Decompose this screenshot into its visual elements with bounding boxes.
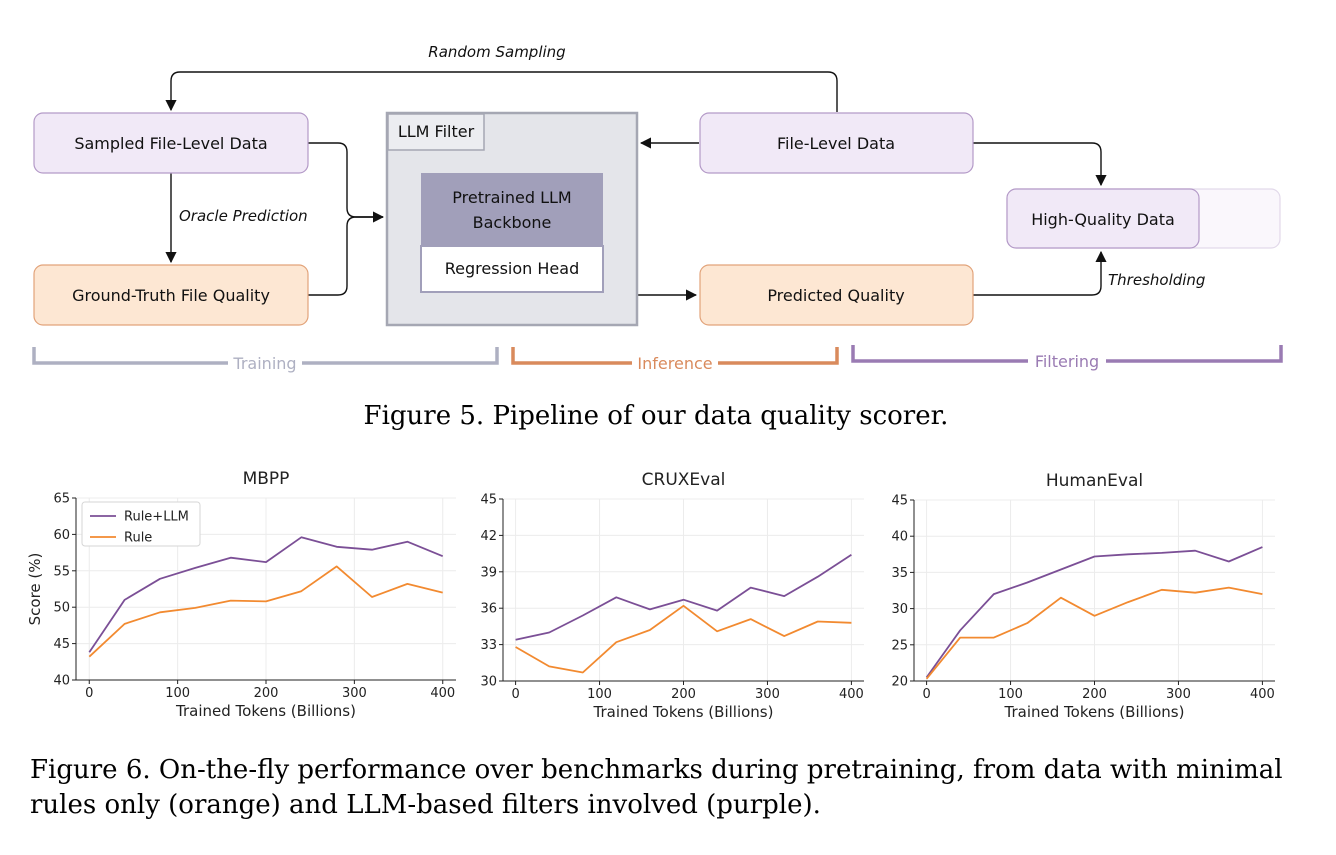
chart-mbpp: 0 100 200 300 400 40 45 50 55 60 65 MBPP Trained Tok…	[26, 469, 456, 720]
x-tick-label: 0	[85, 686, 93, 701]
x-tick-label: 300	[342, 686, 367, 701]
x-tick-label: 0	[922, 687, 930, 702]
x-tick-label: 100	[587, 687, 612, 702]
y-tick-label: 60	[53, 528, 70, 543]
series-line-0	[515, 554, 852, 641]
stage-training	[32, 347, 499, 365]
node-high-quality-label: High-Quality Data	[1031, 210, 1175, 229]
backbone-block	[421, 173, 603, 246]
y-tick-label: 33	[480, 638, 497, 653]
edge-groundtruth-to-filter	[308, 216, 383, 296]
node-ground-truth-label: Ground-Truth File Quality	[72, 286, 270, 305]
y-tick-label: 45	[480, 493, 497, 508]
series-line-0	[925, 546, 1263, 678]
label-random-sampling: Random Sampling	[428, 43, 565, 61]
node-sampled-file-level-data: Sampled File-Level Data	[33, 112, 309, 174]
x-tick-label: 0	[511, 687, 519, 702]
y-tick-label: 45	[53, 637, 70, 652]
series-line-1	[88, 565, 443, 658]
y-tick-label: 39	[480, 565, 497, 580]
x-tick-label: 300	[755, 687, 780, 702]
y-tick-label: 25	[891, 638, 908, 653]
node-high-quality-data: High-Quality Data	[1006, 188, 1281, 249]
diagram-edges	[165, 71, 1107, 301]
chart-title: CRUXEval	[642, 470, 726, 490]
figure-5-caption: Figure 5. Pipeline of our data quality s…	[364, 401, 949, 431]
stage-inference	[511, 347, 839, 365]
node-file-level-data: File-Level Data	[699, 112, 974, 174]
edge-sampled-to-filter	[308, 142, 385, 223]
node-predicted-label: Predicted Quality	[767, 286, 904, 305]
y-tick-label: 36	[480, 602, 497, 617]
y-tick-label: 35	[891, 566, 908, 581]
x-tick-label: 400	[839, 687, 864, 702]
x-tick-label: 100	[165, 686, 190, 701]
y-axis-title: Score (%)	[26, 553, 44, 626]
node-llm-filter: LLM Filter Pretrained LLM Backbone Regre…	[385, 111, 639, 327]
y-tick-label: 45	[891, 494, 908, 509]
stage-training-label: Training	[232, 354, 296, 373]
x-tick-label: 400	[1250, 687, 1275, 702]
x-tick-label: 200	[254, 686, 279, 701]
node-predicted-quality: Predicted Quality	[699, 264, 974, 326]
chart-title: MBPP	[243, 469, 290, 489]
series-line-1	[515, 604, 852, 674]
node-ground-truth-quality: Ground-Truth File Quality	[33, 264, 309, 326]
y-tick-label: 30	[480, 675, 497, 690]
y-tick-label: 55	[53, 564, 70, 579]
y-tick-label: 40	[891, 530, 908, 545]
series-line-0	[88, 536, 444, 653]
x-axis-title: Trained Tokens (Billions)	[175, 702, 356, 720]
figure-6-caption-line1: Figure 6. On-the-fly performance over be…	[30, 755, 1283, 785]
pipeline-diagram: Random Sampling Oracle Prediction Thresh…	[32, 43, 1283, 373]
edge-filedata-to-highquality	[973, 142, 1107, 187]
x-tick-label: 100	[998, 687, 1023, 702]
stage-inference-label: Inference	[637, 354, 712, 373]
legend-frame	[81, 501, 201, 547]
y-tick-label: 50	[53, 601, 70, 616]
node-file-level-label: File-Level Data	[777, 134, 895, 153]
backbone-label-line1: Pretrained LLM	[452, 188, 571, 207]
series-line-1	[925, 586, 1263, 680]
figure-6-caption-line2: rules only (orange) and LLM-based filter…	[30, 790, 821, 820]
x-tick-label: 200	[1082, 687, 1107, 702]
stage-filtering	[851, 345, 1283, 363]
label-thresholding: Thresholding	[1108, 271, 1205, 289]
chart-title: HumanEval	[1046, 471, 1143, 491]
y-tick-label: 65	[53, 492, 70, 507]
regression-head-block	[420, 245, 604, 293]
x-axis-title: Trained Tokens (Billions)	[1004, 703, 1185, 721]
label-oracle-prediction: Oracle Prediction	[179, 207, 308, 225]
backbone-label-line2: Backbone	[473, 213, 552, 232]
llm-filter-label: LLM Filter	[398, 122, 475, 141]
legend-label: Rule	[124, 531, 152, 546]
x-tick-label: 300	[1166, 687, 1191, 702]
chart-humaneval: 0 100 200 300 400 20 25 30 35 40 45 HumanEval Traine…	[891, 471, 1275, 721]
y-tick-label: 42	[480, 529, 497, 544]
stage-filtering-label: Filtering	[1035, 352, 1099, 371]
legend-label: Rule+LLM	[124, 510, 189, 525]
y-tick-label: 40	[53, 674, 70, 689]
regression-head-label: Regression Head	[445, 259, 579, 278]
edge-thresholding	[973, 250, 1107, 296]
x-axis-title: Trained Tokens (Billions)	[593, 703, 774, 721]
y-tick-label: 20	[891, 675, 908, 690]
edge-random-sampling	[165, 71, 838, 112]
node-sampled-label: Sampled File-Level Data	[74, 134, 267, 153]
chart-cruxeval: 0 100 200 300 400 30 33 36 39 42 45 CRUXEval Trained…	[480, 470, 864, 721]
x-tick-label: 200	[671, 687, 696, 702]
x-tick-label: 400	[430, 686, 455, 701]
y-tick-label: 30	[891, 602, 908, 617]
chart-legend: Rule+LLM Rule	[81, 501, 201, 547]
